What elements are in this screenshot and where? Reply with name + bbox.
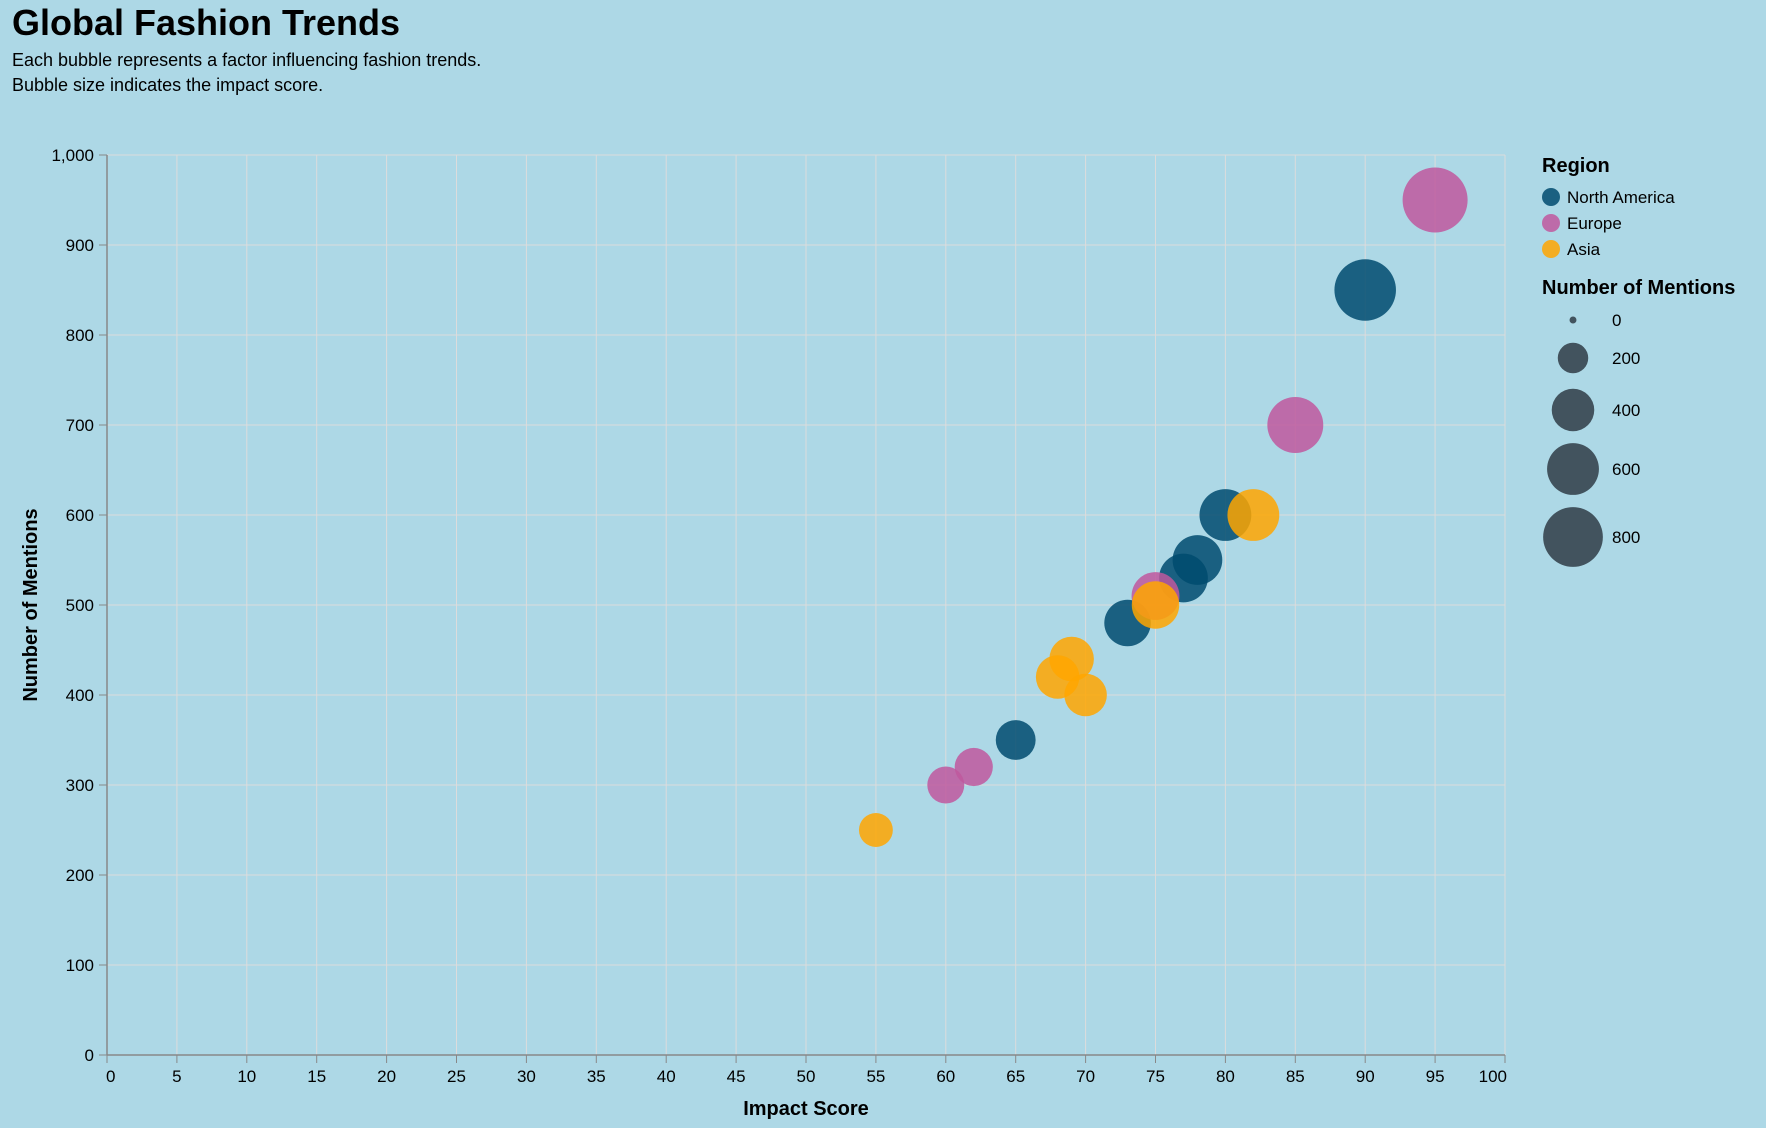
y-tick-label: 500: [66, 596, 94, 615]
legend-size-bubble: [1547, 443, 1599, 495]
legend-region-title: Region: [1542, 155, 1610, 177]
legend-size-bubble: [1543, 507, 1603, 567]
bubble-asia: [858, 813, 893, 847]
grid-lines: [106, 154, 1506, 1056]
x-tick-label: 75: [1146, 1067, 1165, 1086]
legend-size-label: 0: [1612, 311, 1621, 330]
x-tick-label: 60: [936, 1067, 955, 1086]
bubble-europe: [954, 747, 993, 787]
chart-title: Global Fashion Trends: [12, 2, 401, 43]
bubble-europe: [1402, 167, 1468, 233]
x-tick-label: 5: [172, 1067, 181, 1086]
x-tick-label: 10: [237, 1067, 256, 1086]
bubble-asia: [1227, 489, 1280, 541]
legend-size-items: 0 200 400 600 800: [1543, 311, 1640, 567]
x-tick-label: 25: [447, 1067, 466, 1086]
x-tick-label: 100: [1479, 1067, 1507, 1086]
legend-size-bubble: [1551, 388, 1595, 432]
legend-swatch-europe: [1542, 214, 1560, 232]
x-tick-label: 40: [657, 1067, 676, 1086]
y-tick-label: 100: [66, 956, 94, 975]
y-tick-label: 700: [66, 416, 94, 435]
legend-size-bubble: [1569, 316, 1577, 324]
x-tick-label: 0: [106, 1067, 115, 1086]
legend-swatch-asia: [1542, 240, 1560, 258]
x-tick-label: 15: [307, 1067, 326, 1086]
x-tick-label: 35: [587, 1067, 606, 1086]
y-tick-label: 400: [66, 686, 94, 705]
legend-size-label: 400: [1612, 401, 1640, 420]
legend-size-label: 600: [1612, 460, 1640, 479]
bubble-north-america: [1334, 259, 1396, 321]
x-tick-label: 45: [727, 1067, 746, 1086]
legend-size-bubble: [1557, 342, 1589, 374]
x-tick-label: 30: [517, 1067, 536, 1086]
bubble-europe: [1267, 397, 1324, 453]
y-tick-label: 1,000: [51, 146, 94, 165]
bubble-north-america: [995, 720, 1036, 760]
y-tick-label: 300: [66, 776, 94, 795]
legend-label-north-america: North America: [1567, 188, 1675, 207]
legend-label-asia: Asia: [1567, 240, 1601, 259]
y-axis-ticks: 0 100 200 300 400 500 600 700 800 900 1,000: [51, 146, 107, 1065]
bubble-asia: [1064, 673, 1107, 717]
x-tick-label: 80: [1216, 1067, 1235, 1086]
x-tick-label: 55: [866, 1067, 885, 1086]
legend-size-title: Number of Mentions: [1542, 277, 1735, 299]
legend-label-europe: Europe: [1567, 214, 1622, 233]
y-tick-label: 200: [66, 866, 94, 885]
x-tick-label: 70: [1076, 1067, 1095, 1086]
chart-subtitle-line-2: Bubble size indicates the impact score.: [12, 75, 324, 95]
legend-size-label: 200: [1612, 349, 1640, 368]
x-axis-ticks: 0 5 10 15 20 25 30 35 40 45 50 55 60 65 70 75 80 85 90 95 10…: [106, 1055, 1507, 1086]
y-tick-label: 600: [66, 506, 94, 525]
x-tick-label: 50: [797, 1067, 816, 1086]
x-tick-label: 95: [1426, 1067, 1445, 1086]
legend: Region North America Europe Asia Number of…: [1542, 155, 1735, 567]
y-axis-title: Number of Mentions: [20, 508, 42, 701]
y-tick-label: 0: [85, 1046, 94, 1065]
y-tick-label: 800: [66, 326, 94, 345]
bubble-asia: [1131, 581, 1180, 629]
legend-size-label: 800: [1612, 528, 1640, 547]
x-tick-label: 85: [1286, 1067, 1305, 1086]
legend-region-items: North America Europe Asia: [1542, 188, 1675, 259]
y-tick-label: 900: [66, 236, 94, 255]
x-axis-title: Impact Score: [743, 1098, 869, 1120]
bubble-europe: [927, 766, 965, 804]
x-tick-label: 90: [1356, 1067, 1375, 1086]
chart-subtitle-line-1: Each bubble represents a factor influenc…: [12, 50, 482, 70]
legend-swatch-north-america: [1542, 188, 1560, 206]
data-points: [858, 167, 1468, 847]
x-tick-label: 20: [377, 1067, 396, 1086]
x-tick-label: 65: [1006, 1067, 1025, 1086]
